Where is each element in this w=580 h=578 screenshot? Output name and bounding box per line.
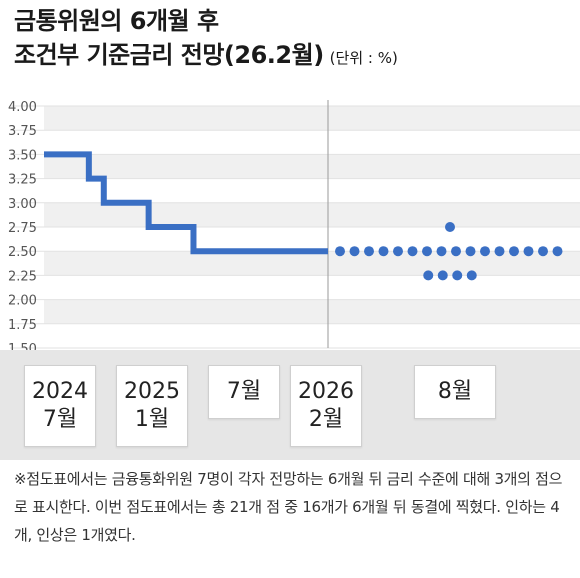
forecast-dot xyxy=(538,246,548,257)
y-tick-label: 1.50 xyxy=(8,342,37,350)
forecast-dot xyxy=(436,246,447,257)
forecast-dot xyxy=(552,246,563,257)
forecast-dot xyxy=(335,246,345,257)
forecast-dot xyxy=(445,222,455,232)
period-card-2025-7: 7월 xyxy=(208,365,280,419)
unit-label: (단위 : %) xyxy=(329,49,398,67)
forecast-dot xyxy=(393,246,403,257)
period-label: 7월 xyxy=(226,379,262,404)
period-label: 2026 2월 xyxy=(298,379,354,432)
grid-band xyxy=(44,202,580,227)
grid-band xyxy=(44,251,580,276)
period-card-2026-2: 2026 2월 xyxy=(290,365,362,447)
y-tick-label: 2.00 xyxy=(8,294,37,309)
y-tick-label: 2.50 xyxy=(8,245,37,260)
forecast-dot xyxy=(349,246,360,257)
grid-band xyxy=(44,106,580,131)
forecast-dot xyxy=(523,246,534,257)
y-tick-label: 3.00 xyxy=(8,197,37,212)
forecast-dot xyxy=(494,246,505,257)
y-tick-label: 1.75 xyxy=(8,318,37,333)
y-tick-label: 2.75 xyxy=(8,221,37,236)
grid-band xyxy=(44,154,580,179)
forecast-dot xyxy=(480,246,490,257)
title-line-2: 조건부 기준금리 전망(26.2월) xyxy=(14,41,324,69)
grid-band xyxy=(44,299,580,324)
forecast-dot xyxy=(422,246,432,257)
y-tick-label: 2.25 xyxy=(8,269,37,284)
period-band: 2024 7월 2025 1월 7월 2026 2월 8월 xyxy=(0,350,580,460)
y-tick-label: 4.00 xyxy=(8,100,37,115)
y-tick-label: 3.25 xyxy=(8,173,37,188)
period-label: 2025 1월 xyxy=(124,379,180,432)
forecast-dot xyxy=(407,246,418,257)
rate-chart: 4.00 3.75 3.50 3.25 3.00 2.75 2.50 2.25 2.00 1.75… xyxy=(8,100,580,350)
forecast-dot xyxy=(466,270,477,281)
rate-step-line xyxy=(44,151,328,255)
period-card-2025-1: 2025 1월 xyxy=(116,365,188,447)
forecast-dot xyxy=(378,246,389,257)
forecast-dot xyxy=(509,246,519,257)
y-tick-label: 3.50 xyxy=(8,148,37,163)
forecast-dot xyxy=(437,270,448,281)
period-label: 2024 7월 xyxy=(32,379,88,432)
period-card-2024-7: 2024 7월 xyxy=(24,365,96,447)
forecast-dot xyxy=(465,246,476,257)
forecast-dot xyxy=(451,246,461,257)
title-line-1: 금통위원의 6개월 후 xyxy=(14,7,219,35)
footnote: ※점도표에서는 금융통화위원 7명이 각자 전망하는 6개월 뒤 금리 수준에 … xyxy=(14,470,563,544)
chart-title: 금통위원의 6개월 후 조건부 기준금리 전망(26.2월) (단위 : %) xyxy=(14,4,398,75)
forecast-dot xyxy=(452,270,463,281)
period-label: 8월 xyxy=(437,379,473,404)
forecast-dot xyxy=(364,246,374,257)
forecast-dot xyxy=(423,270,434,281)
y-tick-label: 3.75 xyxy=(8,124,37,139)
period-card-2026-8: 8월 xyxy=(414,365,496,419)
